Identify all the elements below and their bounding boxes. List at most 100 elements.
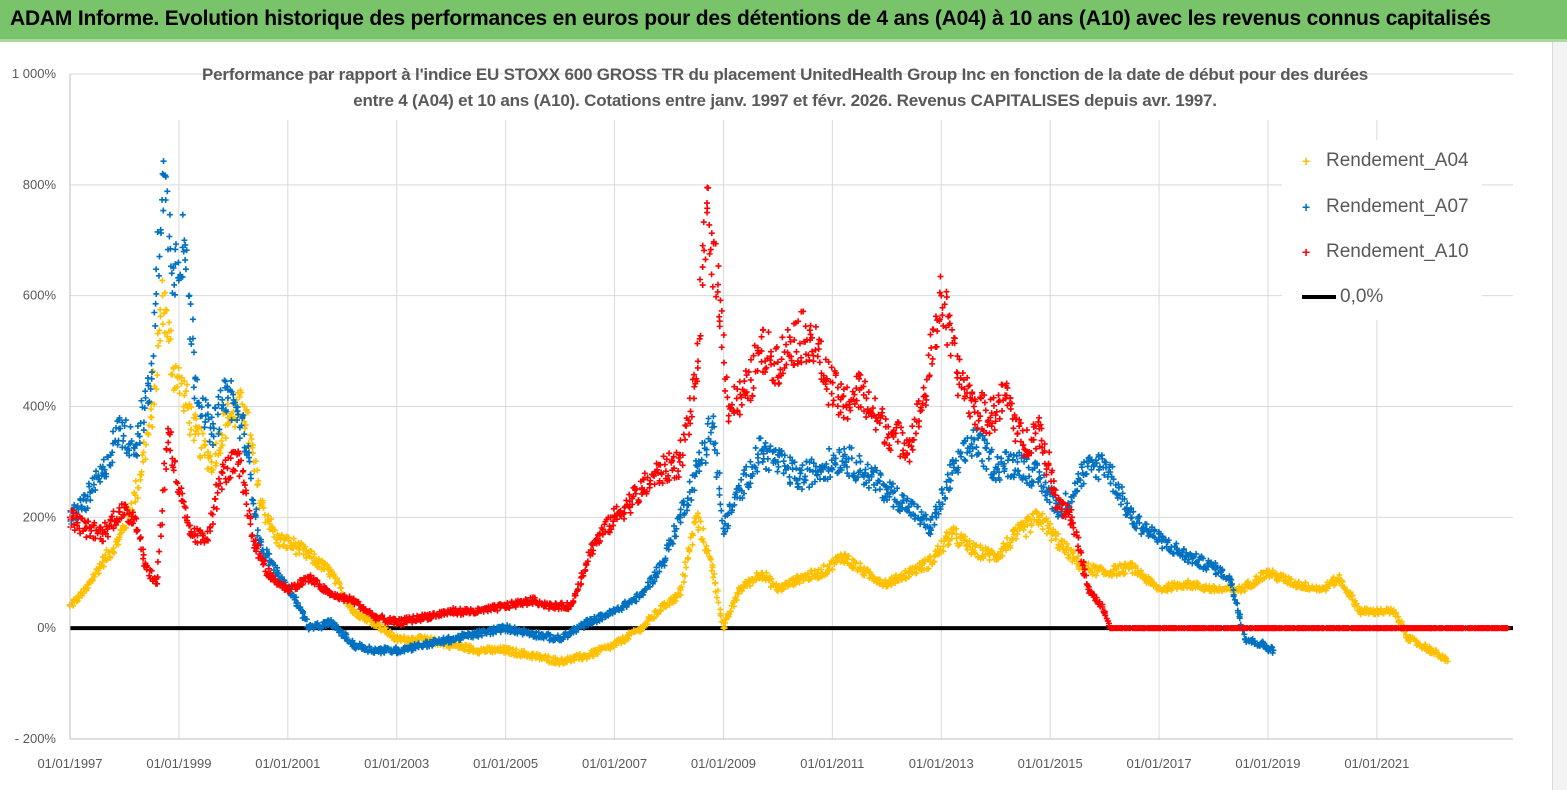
data-point [149,423,156,430]
data-point [1284,580,1291,587]
data-point [241,431,248,438]
data-point [954,392,961,399]
data-point [651,613,658,620]
data-point [931,558,938,565]
data-point [123,524,130,531]
data-point [187,301,194,308]
data-point [970,403,977,410]
data-point [719,517,726,524]
data-point [1253,573,1260,580]
data-point [925,352,932,359]
data-point [208,458,215,465]
data-point [278,531,285,538]
data-point [1012,438,1019,445]
data-point [214,489,221,496]
data-point [219,442,226,449]
data-point [1023,427,1030,434]
data-point [695,526,702,533]
data-point [828,390,835,397]
data-point [888,574,895,581]
data-point [730,603,737,610]
data-point [206,452,213,459]
data-point [163,307,170,314]
data-point [694,364,701,371]
data-point [188,426,195,433]
data-point [506,645,513,652]
data-point [156,327,163,334]
data-point [894,438,901,445]
data-point [773,580,780,587]
data-point [848,455,855,462]
data-point [147,414,154,421]
data-point [236,473,243,480]
data-point [706,250,713,257]
data-point [210,425,217,432]
data-point [704,205,711,212]
data-point [993,408,1000,415]
data-point [1061,549,1068,556]
data-point [982,407,989,414]
data-point [965,410,972,417]
data-point [202,442,209,449]
data-point [824,570,831,577]
data-point [779,334,786,341]
data-point [949,326,956,333]
data-point [567,658,574,665]
data-point [884,434,891,441]
data-point [682,436,689,443]
data-point [734,589,741,596]
data-point [302,543,309,550]
data-point [224,394,231,401]
data-point [716,492,723,499]
data-point [986,430,993,437]
data-point [163,466,170,473]
data-point [934,543,941,550]
data-point [1028,520,1035,527]
data-point [159,321,166,328]
data-point [680,431,687,438]
data-point [621,515,628,522]
data-point [700,525,707,532]
data-point [155,342,162,349]
data-point [185,405,192,412]
data-point [236,435,243,442]
data-point [571,657,578,664]
data-point [943,288,950,295]
data-point [196,453,203,460]
data-point [254,467,261,474]
data-point [1046,449,1053,456]
data-point [884,583,891,590]
data-point [721,625,728,632]
data-point [750,385,757,392]
data-point [186,419,193,426]
data-point [259,497,266,504]
data-point [696,449,703,456]
data-point [303,554,310,561]
data-point [189,335,196,342]
data-point [161,460,168,467]
data-point [161,329,168,336]
data-point [139,452,146,459]
data-point [166,233,173,240]
data-point [164,333,171,340]
data-point [838,381,845,388]
data-point [589,653,596,660]
data-point [661,461,668,468]
data-point [680,579,687,586]
data-point [152,300,159,307]
data-point [752,444,759,451]
data-point [955,542,962,549]
data-point [872,395,879,402]
data-point [857,564,864,571]
data-point [1084,463,1091,470]
data-point [249,444,256,451]
data-point [765,329,772,336]
series-Rendement_A04 [66,277,1451,668]
data-point [154,558,161,565]
data-point [697,276,703,283]
data-point [184,381,191,388]
data-point [981,399,988,406]
data-point [152,322,159,329]
data-point [826,567,833,574]
data-point [985,455,992,462]
